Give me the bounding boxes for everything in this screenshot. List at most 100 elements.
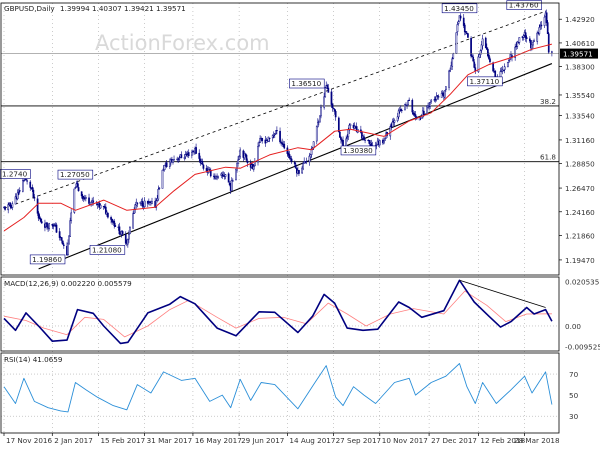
candle-body xyxy=(489,58,491,63)
candle-body xyxy=(199,158,202,164)
candle-body xyxy=(29,181,32,188)
candle-body xyxy=(436,95,439,97)
fib-level-label: 61.8 xyxy=(540,153,556,162)
candle-body xyxy=(180,154,183,158)
candle-body xyxy=(288,154,291,159)
candle-body xyxy=(294,164,297,169)
price-y-tick-label: 1.40610 xyxy=(565,39,595,48)
candle-body xyxy=(114,225,117,227)
candle-body xyxy=(265,140,268,144)
x-tick-label: 29 Jun 2017 xyxy=(241,436,284,445)
x-tick-label: 28 Mar 2018 xyxy=(514,436,560,445)
candle-body xyxy=(61,240,64,245)
candle-body xyxy=(143,200,146,207)
macd-panel: MACD(12,26,9) 0.002220 0.005579 xyxy=(1,279,559,345)
x-tick-label: 17 Nov 2016 xyxy=(6,436,52,445)
candle-body xyxy=(195,147,197,154)
candle-body xyxy=(309,154,312,158)
rsi-line xyxy=(3,363,553,413)
candle-body xyxy=(290,158,293,162)
axis-layer: 17 Nov 2016 2 Jan 2017 15 Feb 2017 31 Mar 2… xyxy=(3,15,600,445)
candle-body xyxy=(349,123,352,126)
candle-body xyxy=(543,16,546,26)
candle-body xyxy=(172,159,174,163)
price-annotation: 1.27050 xyxy=(57,169,94,180)
candle-body xyxy=(230,180,233,192)
candle-body xyxy=(205,168,208,172)
candle-body xyxy=(259,138,261,143)
candle-body xyxy=(440,93,443,98)
candle-body xyxy=(478,53,481,58)
candle-body xyxy=(31,187,34,190)
candle-body xyxy=(479,50,482,55)
candle-body xyxy=(99,204,102,209)
candle-body xyxy=(33,197,36,199)
candle-body xyxy=(347,129,350,138)
candle-body xyxy=(378,140,381,146)
candle-body xyxy=(238,156,240,160)
candle-body xyxy=(330,91,333,105)
candle-body xyxy=(471,55,473,58)
candle-body xyxy=(546,22,549,34)
moving-average-line xyxy=(3,43,553,232)
candle-body xyxy=(69,220,71,237)
candle-body xyxy=(70,212,73,221)
candle-body xyxy=(275,130,277,135)
candle-body xyxy=(257,146,259,163)
candle-body xyxy=(272,134,275,137)
candle-body xyxy=(67,242,69,256)
channel-trend-line-dashed xyxy=(3,10,546,209)
candle-body xyxy=(258,142,260,147)
candle-body xyxy=(124,234,127,244)
candle-body xyxy=(118,226,121,235)
candle-body xyxy=(16,192,19,200)
candle-body xyxy=(201,160,204,165)
candle-body xyxy=(157,189,160,200)
candle-body xyxy=(506,62,509,68)
candle-body xyxy=(459,15,462,19)
candle-body xyxy=(456,24,459,32)
candle-body xyxy=(375,144,378,146)
rsi-y-tick-label: 30 xyxy=(569,412,579,421)
candle-body xyxy=(472,56,475,62)
candle-body xyxy=(55,224,58,233)
candle-body xyxy=(221,174,224,176)
price-panel-ohlc: 1.39994 1.40307 1.39421 1.39571 xyxy=(60,4,186,13)
candle-body xyxy=(522,35,525,38)
candle-body xyxy=(524,32,527,39)
candle-body xyxy=(298,170,300,174)
price-annotation-box xyxy=(29,254,66,265)
candle-body xyxy=(136,202,139,205)
price-annotation: 1.36510 xyxy=(289,78,325,89)
price-annotation: 1.30380 xyxy=(340,145,377,156)
candle-body xyxy=(18,190,21,192)
candle-body xyxy=(457,21,460,24)
candle-body xyxy=(165,162,168,167)
candle-body xyxy=(155,200,158,208)
candle-body xyxy=(48,223,50,229)
candle-body xyxy=(111,218,113,223)
price-annotation-label: 1.2740 xyxy=(2,170,28,179)
candle-body xyxy=(485,47,488,50)
candle-body xyxy=(191,151,193,156)
candle-body xyxy=(301,167,303,174)
candle-body xyxy=(9,202,12,207)
candle-body xyxy=(7,204,10,211)
candle-body xyxy=(536,32,539,42)
candle-body xyxy=(198,152,201,159)
current-price-label: 1.39571 xyxy=(563,50,593,59)
candle-body xyxy=(326,85,329,88)
candle-body xyxy=(529,38,531,42)
candle-body xyxy=(407,100,409,105)
candle-body xyxy=(77,187,80,192)
price-annotation: 1.19860 xyxy=(29,254,66,265)
price-y-tick-label: 1.28850 xyxy=(565,160,595,169)
price-y-tick-label: 1.21860 xyxy=(565,231,595,240)
x-tick-label: 2 Jan 2017 xyxy=(54,436,93,445)
candle-body xyxy=(217,175,219,178)
candle-body xyxy=(451,58,454,67)
candle-body xyxy=(400,109,403,112)
candle-body xyxy=(187,152,190,157)
candle-body xyxy=(312,141,315,149)
candle-body xyxy=(413,113,416,116)
